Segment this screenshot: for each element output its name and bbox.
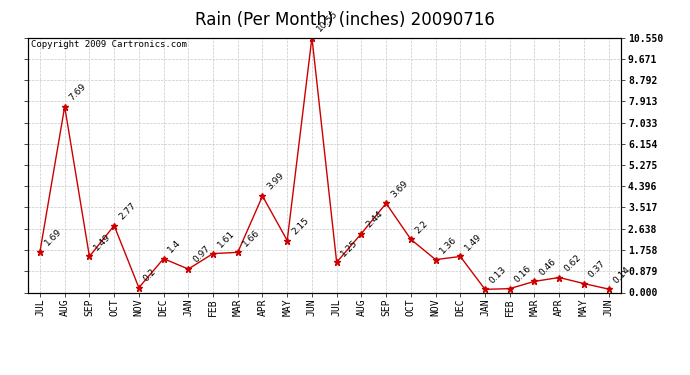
Text: Copyright 2009 Cartronics.com: Copyright 2009 Cartronics.com (30, 40, 186, 49)
Text: 1.4: 1.4 (166, 238, 183, 255)
Text: 2.15: 2.15 (290, 216, 310, 236)
Text: 7.69: 7.69 (68, 82, 88, 102)
Text: 3.69: 3.69 (389, 178, 409, 199)
Text: 0.2: 0.2 (141, 267, 158, 284)
Text: 10.55: 10.55 (315, 9, 339, 33)
Text: 0.13: 0.13 (488, 265, 509, 285)
Text: 2.77: 2.77 (117, 201, 137, 221)
Text: 1.49: 1.49 (463, 232, 484, 252)
Text: 2.44: 2.44 (364, 209, 384, 230)
Text: 1.25: 1.25 (339, 238, 360, 258)
Text: Rain (Per Month) (inches) 20090716: Rain (Per Month) (inches) 20090716 (195, 11, 495, 29)
Text: 3.99: 3.99 (265, 171, 286, 192)
Text: 0.97: 0.97 (191, 244, 212, 265)
Text: 2.2: 2.2 (413, 219, 430, 235)
Text: 0.16: 0.16 (513, 264, 533, 285)
Text: 1.61: 1.61 (216, 229, 237, 249)
Text: 0.46: 0.46 (538, 257, 558, 277)
Text: 0.62: 0.62 (562, 253, 582, 273)
Text: 1.66: 1.66 (241, 228, 261, 248)
Text: 0.37: 0.37 (586, 259, 607, 279)
Text: 0.14: 0.14 (611, 264, 632, 285)
Text: 1.36: 1.36 (438, 235, 459, 255)
Text: 1.69: 1.69 (43, 227, 63, 248)
Text: 1.49: 1.49 (92, 232, 112, 252)
